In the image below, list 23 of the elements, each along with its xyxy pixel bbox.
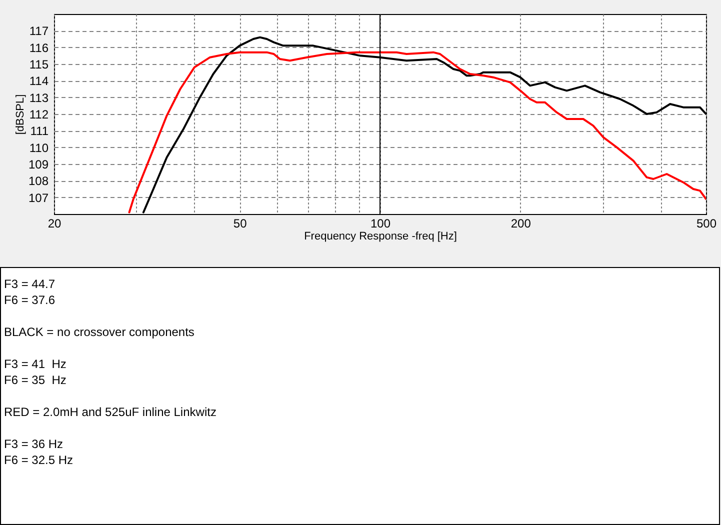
y-tick-label: 109 [28, 158, 49, 172]
y-tick-label: 114 [29, 74, 49, 88]
x-tick-label: 500 [696, 216, 717, 230]
text: F3 = 36 Hz F6 = 32.5 Hz [4, 436, 74, 468]
text: F3 = 44.7 F6 = 37.6 [4, 276, 56, 308]
y-tick-label: 110 [29, 140, 49, 155]
x-axis-title: Frequency Response -freq [Hz] [304, 230, 457, 242]
text: BLACK = no crossover components [4, 324, 194, 340]
y-tick-label: 115 [29, 58, 49, 72]
y-tick-label: 107 [28, 190, 49, 205]
y-tick-label: 113 [29, 90, 49, 105]
y-tick-label: 111 [30, 124, 49, 138]
x-tick-label: 100 [370, 216, 391, 230]
y-tick-label: 112 [29, 108, 49, 122]
y-axis-title: [dBSPL] [14, 94, 26, 135]
y-tick-label: 117 [29, 24, 49, 38]
x-tick-label: 50 [233, 216, 248, 230]
y-tick-label: 116 [29, 40, 49, 55]
text: RED = 2.0mH and 525uF inline Linkwitz [4, 404, 216, 420]
x-tick-label: 200 [510, 216, 532, 230]
text: F3 = 41 Hz F6 = 35 Hz [4, 356, 66, 388]
y-tick-label: 108 [28, 174, 49, 188]
x-tick-label: 20 [48, 216, 62, 230]
